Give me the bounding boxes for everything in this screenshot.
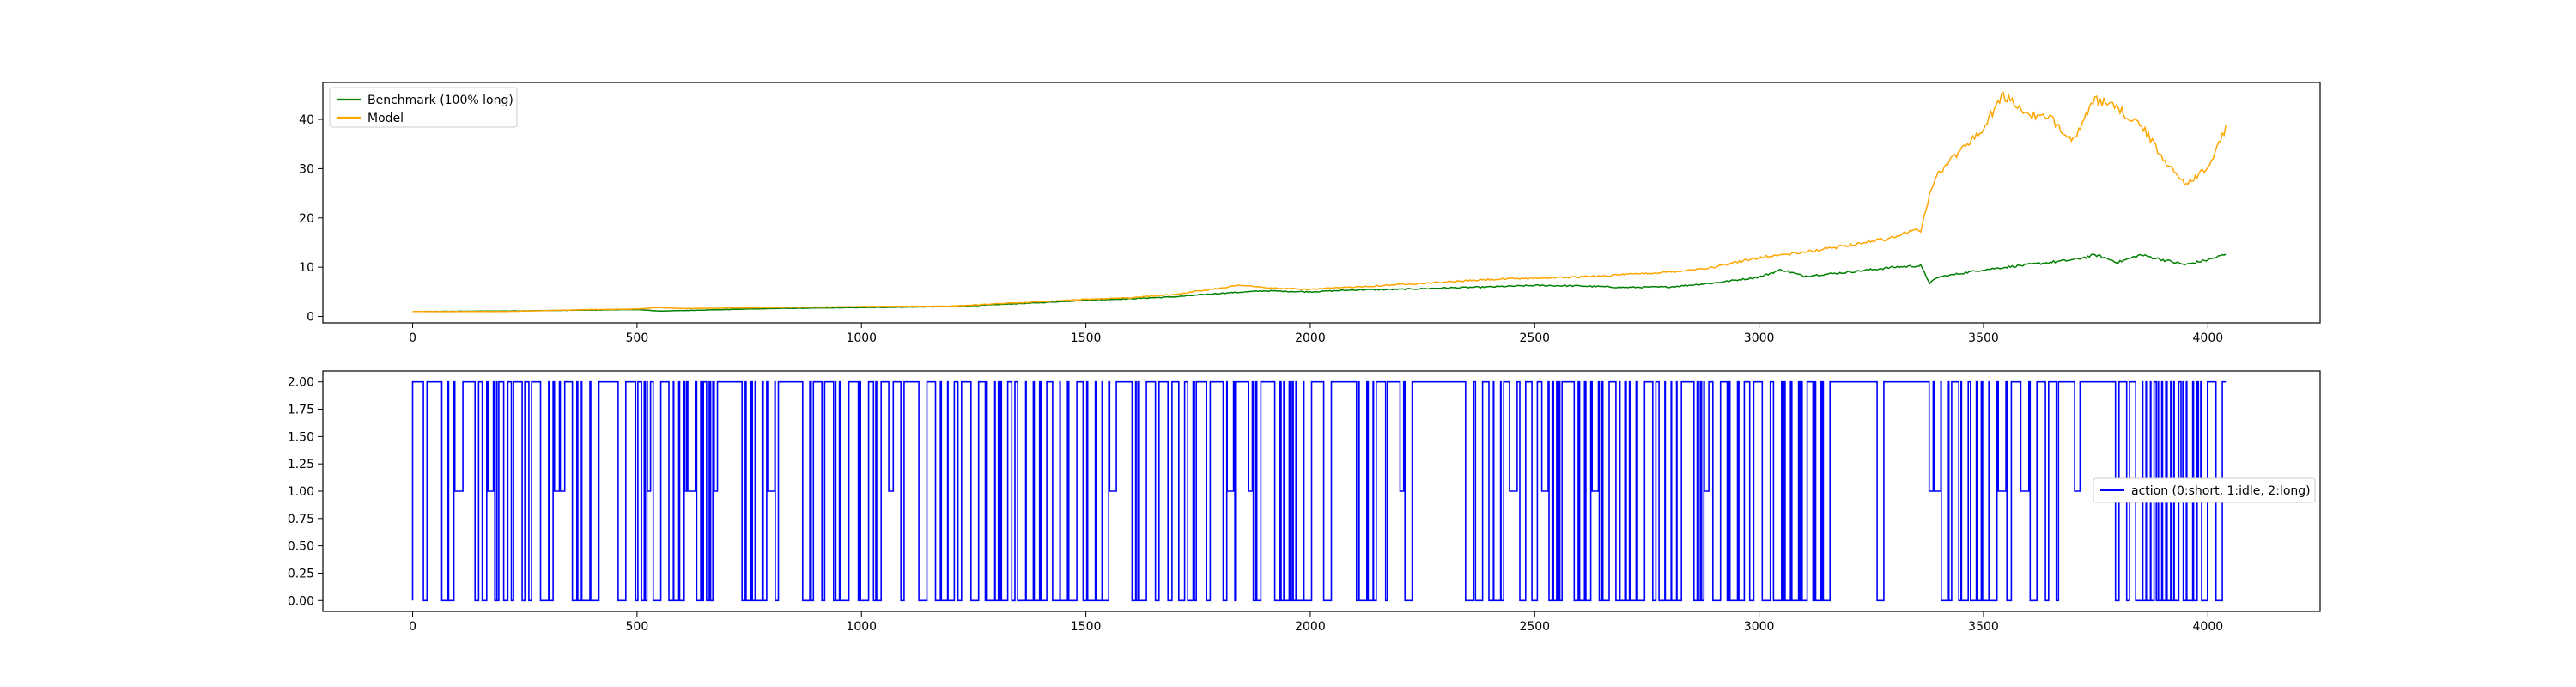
top-y-tick-label: 20 [299,212,314,226]
bottom-legend-box [2093,477,2316,503]
top-y-tick-label: 10 [299,261,314,275]
bottom-x-tick-label: 1000 [846,620,877,634]
top-x-tick-label: 4000 [2193,331,2224,345]
bottom-x-tick-label: 2000 [1295,620,1326,634]
top-chart: 0 500 1000 1500 2000 2500 3000 3500 4000 0 10 20 30… [299,82,2321,345]
top-x-tick-label: 1000 [846,331,877,345]
top-legend-box [329,87,518,128]
bottom-chart: 0 500 1000 1500 2000 2500 3000 3500 4000 0.00 0.2… [288,370,2321,634]
bottom-x-tick-label: 500 [626,620,649,634]
top-plot-area [412,91,2227,313]
bottom-plot-area [411,380,2227,602]
top-x-tick-label: 2000 [1295,331,1326,345]
bottom-y-tick-label: 1.00 [288,485,314,499]
bottom-y-tick-label: 1.50 [288,430,314,444]
top-axes-frame [322,82,2321,324]
bottom-y-tick-label: 1.25 [288,458,314,471]
top-y-tick-label: 40 [299,113,314,127]
bottom-y-tick-label: 2.00 [288,376,314,390]
top-y-tick-label: 30 [299,162,314,176]
bottom-y-tick-label: 0.25 [288,567,314,581]
series-line-model [412,91,2227,313]
bottom-legend: action (0:short, 1:idle, 2:long) [2093,477,2316,503]
bottom-y-tick-label: 0.50 [288,540,314,554]
legend-model-label: Model [368,112,404,125]
top-x-ticks: 0 500 1000 1500 2000 2500 3000 3500 4000 [409,323,2223,345]
top-x-tick-label: 2500 [1519,331,1550,345]
bottom-x-tick-label: 0 [409,620,416,634]
top-x-tick-label: 500 [626,331,649,345]
bottom-y-tick-label: 0.00 [288,594,314,608]
bottom-x-tick-label: 1500 [1071,620,1102,634]
top-y-ticks: 0 10 20 30 40 [299,113,323,325]
bottom-y-ticks: 0.00 0.25 0.50 0.75 1.00 1.25 1.50 1.75 2.00 [288,376,323,608]
bottom-x-tick-label: 3000 [1744,620,1775,634]
top-legend: Benchmark (100% long) Model [329,87,518,128]
bottom-x-ticks: 0 500 1000 1500 2000 2500 3000 3500 4000 [409,611,2223,634]
top-x-tick-label: 3500 [1968,331,1999,345]
legend-action-label: action (0:short, 1:idle, 2:long) [2131,484,2311,498]
top-x-tick-label: 0 [409,331,416,345]
series-line-action [411,380,2227,602]
bottom-x-tick-label: 2500 [1519,620,1550,634]
legend-benchmark-label: Benchmark (100% long) [368,94,513,107]
top-x-tick-label: 3000 [1744,331,1775,345]
bottom-y-tick-label: 1.75 [288,404,314,417]
top-x-tick-label: 1500 [1071,331,1102,345]
bottom-x-tick-label: 3500 [1968,620,1999,634]
series-line-benchmark [412,253,2227,313]
top-y-tick-label: 0 [307,311,314,325]
bottom-y-tick-label: 0.75 [288,513,314,526]
bottom-x-tick-label: 4000 [2193,620,2224,634]
